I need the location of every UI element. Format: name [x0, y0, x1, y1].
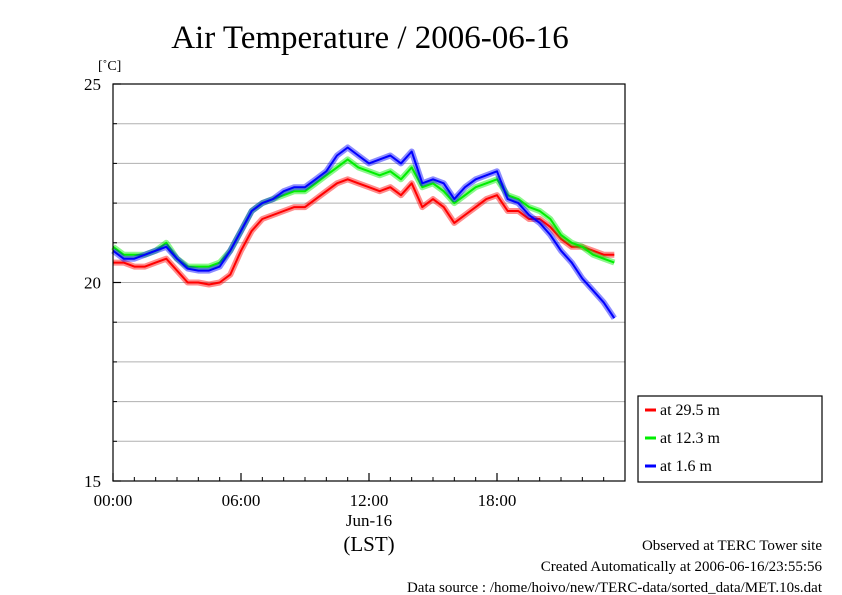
x-tick-label: 18:00 — [478, 491, 517, 510]
series-band-1 — [111, 156, 616, 270]
legend-label: at 1.6 m — [660, 458, 713, 475]
series-line-1 — [112, 158, 615, 268]
legend-label: at 12.3 m — [660, 430, 721, 447]
x-tick-label: 06:00 — [222, 491, 261, 510]
x-axis-label: (LST) — [343, 532, 394, 556]
footer-source-text: Data source : /home/hoivo/new/TERC-data/… — [407, 580, 823, 595]
y-tick-label: 25 — [84, 75, 101, 94]
chart-title: Air Temperature / 2006-06-16 — [171, 20, 569, 56]
series-line-2 — [112, 146, 616, 319]
legend-label: at 29.5 m — [660, 402, 721, 419]
series-band-2 — [111, 144, 617, 320]
x-axis-date-label: Jun-16 — [346, 511, 392, 530]
footer-site-text: Observed at TERC Tower site — [642, 538, 822, 554]
y-tick-label: 15 — [84, 472, 101, 491]
x-tick-label: 12:00 — [350, 491, 389, 510]
footer-created-text: Created Automatically at 2006-06-16/23:5… — [541, 559, 823, 575]
y-axis-unit-label: [˚C] — [98, 59, 121, 74]
x-tick-label: 00:00 — [94, 491, 133, 510]
legend: at 29.5 m at 12.3 m at 1.6 m — [637, 395, 823, 483]
series-line-0 — [113, 178, 615, 286]
series-lines — [111, 144, 617, 320]
y-tick-label: 20 — [84, 274, 101, 293]
legend-box — [637, 395, 823, 483]
axis-ticks: 00:00 06:00 12:00 18:00 15 20 25 — [84, 75, 605, 510]
